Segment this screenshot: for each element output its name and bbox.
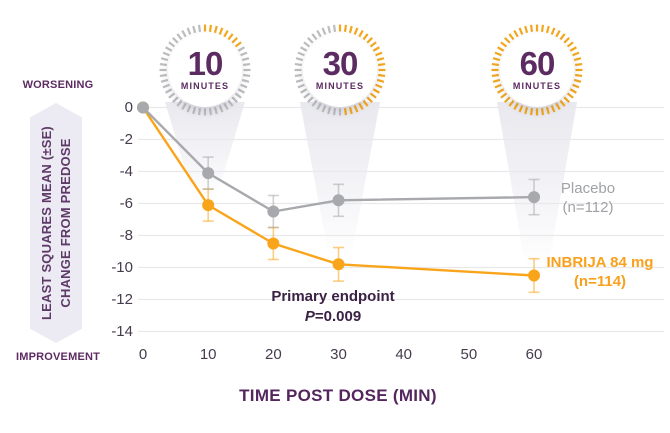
p-value-symbol: P [304, 308, 315, 325]
badge-unit-label: MINUTES [180, 81, 230, 91]
badge-value: 10 [187, 45, 224, 82]
legend-placebo-n: (n=112) [562, 199, 614, 216]
legend-inbrija: INBRIJA 84 mg (n=114) [544, 253, 656, 291]
clock-ring-icon [491, 24, 583, 116]
badge-face: 60 MINUTES [500, 33, 574, 107]
legend-inbrija-name: INBRIJA 84 mg [546, 254, 654, 271]
y-axis-arrow: LEAST SQUARES MEAN (±SE) CHANGE FROM PRE… [30, 103, 82, 343]
worsening-label: WORSENING [22, 79, 94, 91]
annotation-line1: Primary endpoint [271, 288, 395, 305]
badge-30-minutes: 30 MINUTES [292, 22, 388, 118]
badge-unit-label: MINUTES [512, 81, 562, 91]
badge-60-minutes: 60 MINUTES [489, 22, 585, 118]
legend-placebo: Placebo (n=112) [548, 179, 628, 217]
badge-face: 30 MINUTES [303, 33, 377, 107]
y-axis-title: LEAST SQUARES MEAN (±SE) CHANGE FROM PRE… [34, 105, 78, 341]
clock-ring-icon [294, 24, 386, 116]
badge-unit-label: MINUTES [315, 81, 365, 91]
legend-inbrija-n: (n=114) [573, 273, 627, 290]
y-axis-title-line1: LEAST SQUARES MEAN (±SE) [39, 126, 54, 320]
annotation-line2: P=0.009 [233, 307, 433, 327]
p-value-number: =0.009 [314, 308, 362, 325]
y-axis-title-line2: CHANGE FROM PREDOSE [58, 138, 73, 308]
improvement-label: IMPROVEMENT [15, 351, 101, 363]
primary-endpoint-annotation: Primary endpoint P=0.009 [233, 287, 433, 327]
clock-ring-icon [159, 24, 251, 116]
badge-value: 60 [519, 45, 556, 82]
badge-10-minutes: 10 MINUTES [157, 22, 253, 118]
badge-value: 30 [322, 45, 359, 82]
badge-face: 10 MINUTES [168, 33, 242, 107]
legend-placebo-name: Placebo [560, 180, 616, 197]
x-axis-title: TIME POST DOSE (MIN) [239, 386, 437, 405]
